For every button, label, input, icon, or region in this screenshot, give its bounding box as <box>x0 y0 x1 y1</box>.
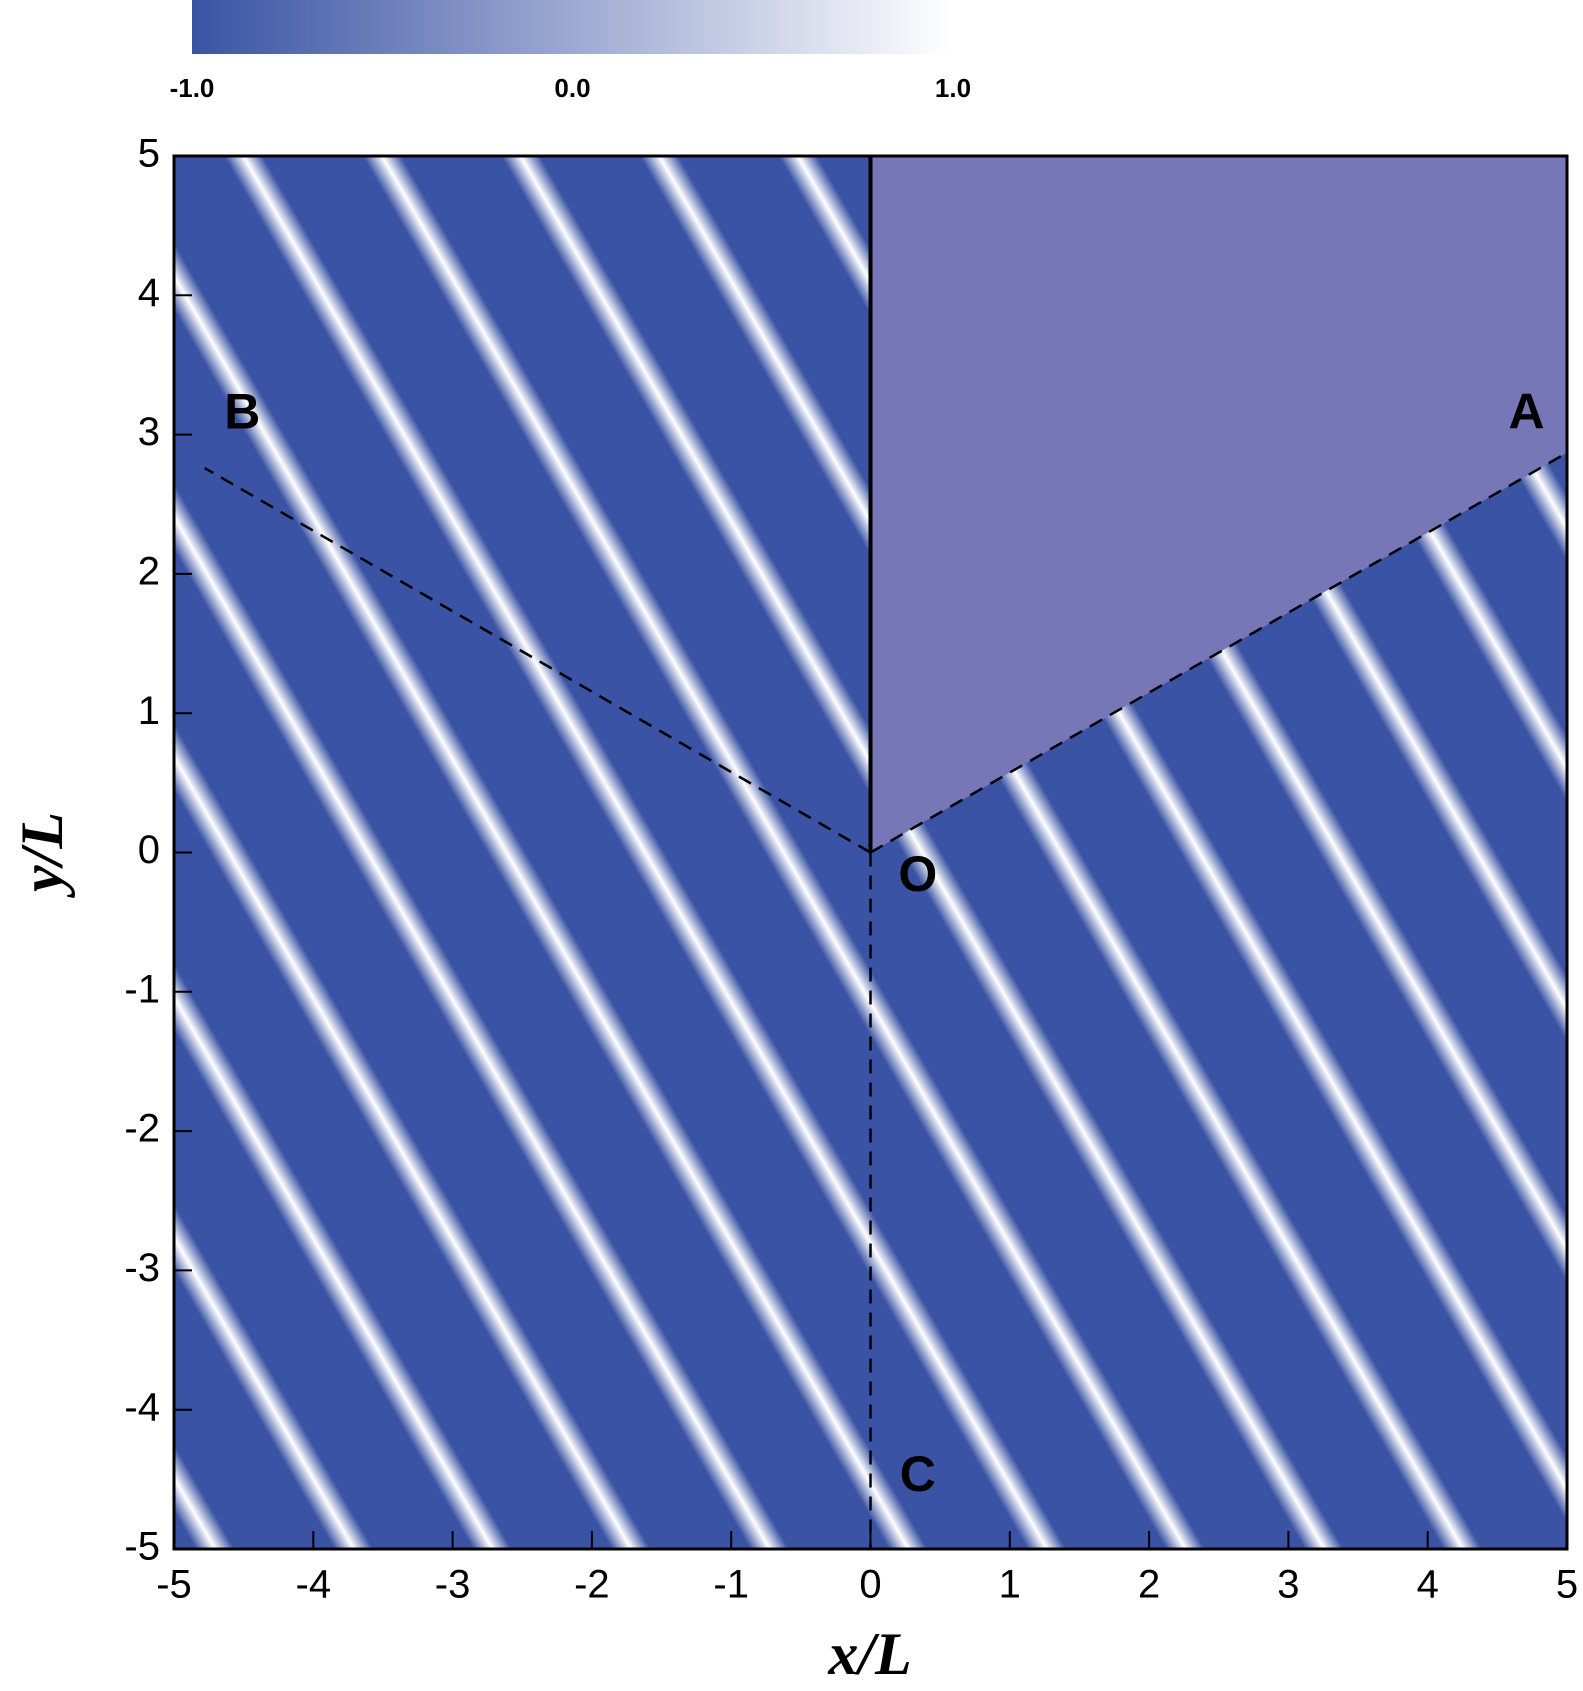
y-tick-label: -5 <box>124 1525 160 1569</box>
colorbar <box>192 0 953 54</box>
x-tick-label: 5 <box>1556 1563 1578 1607</box>
y-tick-label: 1 <box>138 689 160 733</box>
x-tick-label: 2 <box>1138 1563 1160 1607</box>
y-tick-label: 4 <box>138 271 160 315</box>
x-axis-label: x/L <box>827 1621 911 1687</box>
x-tick-label: -3 <box>435 1563 471 1607</box>
point-label: C <box>900 1446 936 1502</box>
colorbar-tick-label: 0.0 <box>554 73 590 103</box>
y-tick-label: 0 <box>138 828 160 872</box>
x-tick-label: -4 <box>296 1563 332 1607</box>
y-tick-label: 5 <box>138 132 160 176</box>
y-tick-label: -2 <box>124 1107 160 1151</box>
boundary-line <box>869 451 1568 854</box>
x-tick-label: -5 <box>156 1563 192 1607</box>
y-tick-label: -4 <box>124 1385 160 1429</box>
y-tick-label: 3 <box>138 410 160 454</box>
x-tick-label: 1 <box>999 1563 1021 1607</box>
x-tick-label: 0 <box>859 1563 881 1607</box>
y-tick-label: 2 <box>138 549 160 593</box>
boundary-line <box>204 466 872 854</box>
point-label: A <box>1509 383 1545 439</box>
y-axis-label: y/L <box>9 812 75 898</box>
x-tick-label: -2 <box>574 1563 610 1607</box>
x-tick-label: 3 <box>1277 1563 1299 1607</box>
x-tick-label: 4 <box>1417 1563 1439 1607</box>
point-label: O <box>898 846 937 902</box>
shadow-region <box>870 156 1567 853</box>
y-tick-label: -1 <box>124 967 160 1011</box>
colorbar-tick-label: -1.0 <box>170 73 215 103</box>
colorbar-tick-label: 1.0 <box>935 73 971 103</box>
x-tick-label: -1 <box>713 1563 749 1607</box>
point-label: B <box>224 383 260 439</box>
y-tick-label: -3 <box>124 1246 160 1290</box>
